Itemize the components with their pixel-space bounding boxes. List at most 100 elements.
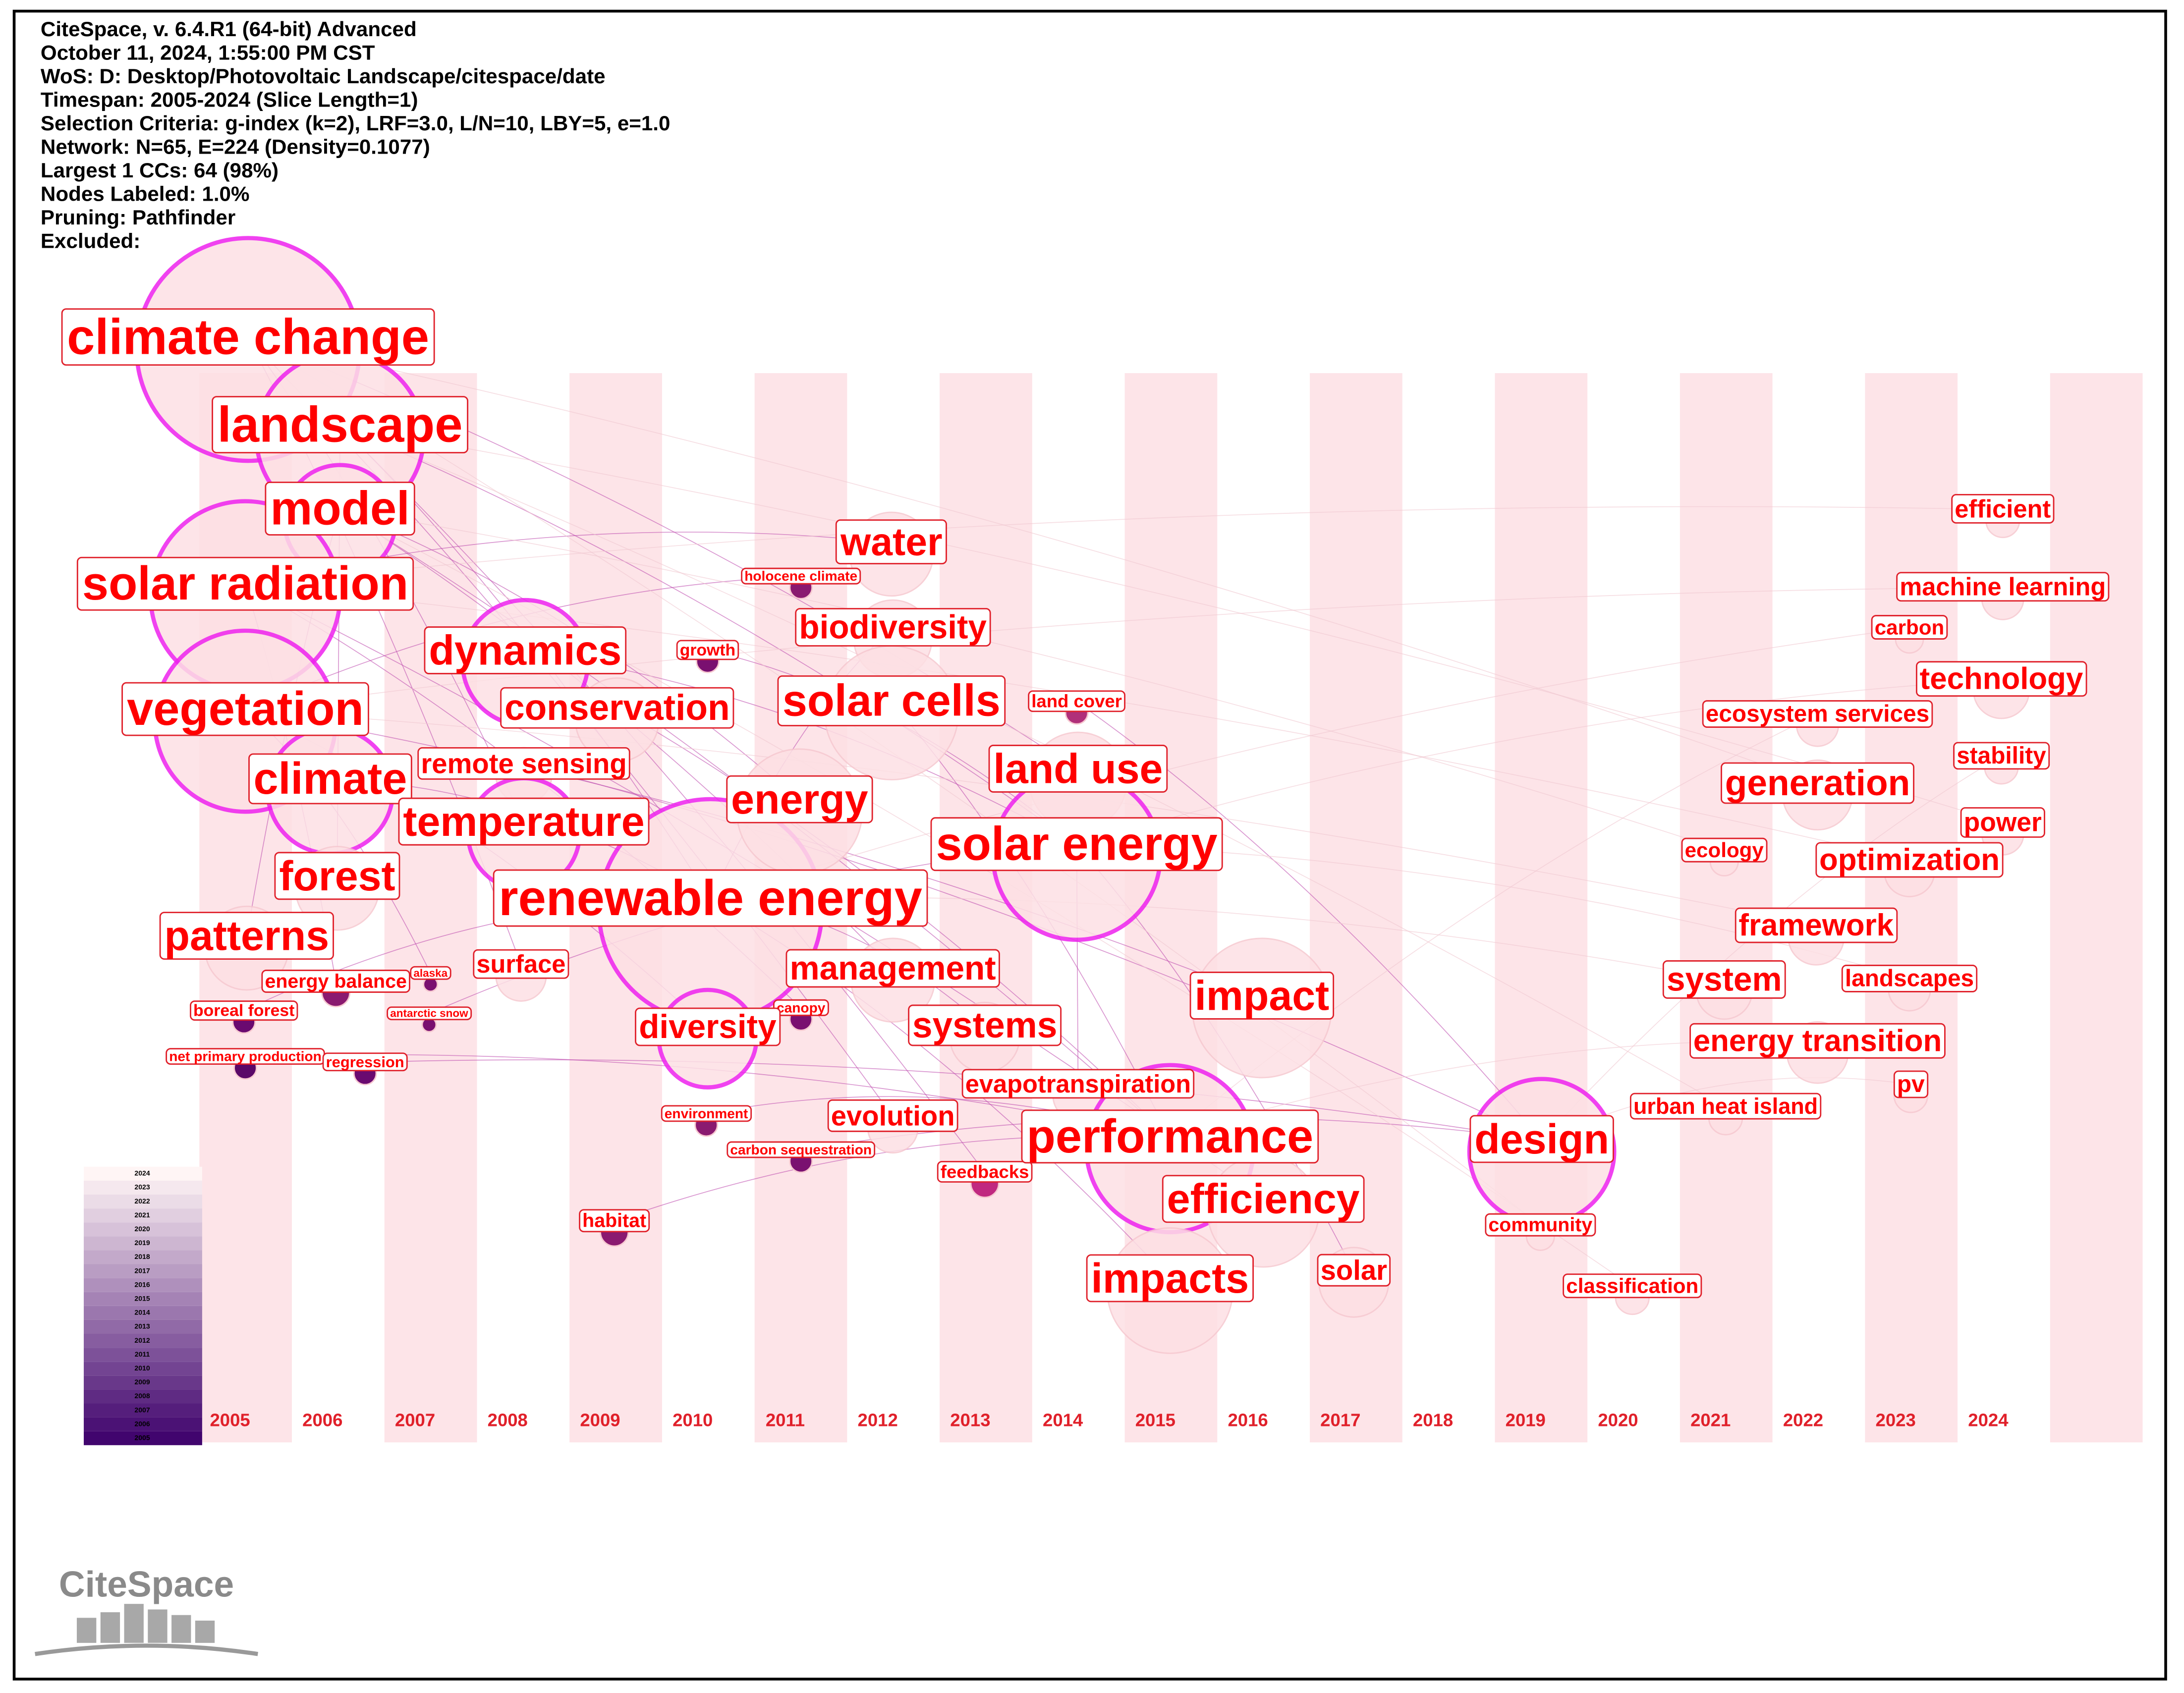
node-label-group: diversity	[635, 1007, 781, 1046]
label-box	[398, 797, 650, 846]
node-label-group: environment	[661, 1105, 752, 1122]
node-label: energy transition	[1693, 1024, 1942, 1058]
node-label-group: dynamics	[424, 626, 627, 674]
node-label-group: land use	[988, 745, 1168, 793]
year-label: 2021	[1690, 1410, 1731, 1430]
label-box	[961, 1069, 1195, 1099]
node-label: ecology	[1685, 838, 1764, 862]
label-box	[1960, 807, 2045, 838]
node-label: evapotranspiration	[965, 1070, 1191, 1098]
node-label-group: power	[1960, 807, 2045, 838]
label-box	[1469, 1115, 1614, 1163]
node-label-group: vegetation	[121, 682, 369, 736]
node-label-group: optimization	[1815, 842, 2004, 878]
year-label: 2023	[1876, 1410, 1916, 1430]
legend-year: 2010	[134, 1364, 150, 1372]
node-label-group: holocene climate	[741, 567, 861, 585]
label-box	[473, 949, 569, 979]
node-label: regression	[326, 1053, 404, 1071]
label-box	[661, 1105, 752, 1122]
year-label: 2008	[488, 1410, 528, 1430]
label-box	[121, 682, 369, 736]
node-label: forest	[279, 853, 395, 899]
label-box	[248, 753, 412, 805]
label-box	[493, 869, 928, 927]
label-box	[159, 912, 334, 960]
node-label-group: model	[265, 482, 415, 536]
year-label: 2013	[950, 1410, 990, 1430]
node-label: climate	[253, 754, 407, 804]
label-box	[261, 970, 410, 993]
legend-year: 2023	[134, 1183, 150, 1191]
legend-year: 2018	[134, 1253, 150, 1260]
label-box	[1896, 572, 2110, 602]
node-label: vegetation	[127, 683, 364, 735]
edge	[339, 426, 2003, 823]
year-label: 2006	[302, 1410, 342, 1430]
logo-bar	[195, 1620, 215, 1643]
year-label: 2007	[395, 1410, 435, 1430]
node-label-group: ecosystem services	[1702, 700, 1933, 728]
logo-bar	[76, 1618, 97, 1643]
label-box	[424, 626, 627, 674]
node-label-group: energy	[726, 775, 873, 823]
node-label: land use	[993, 745, 1163, 792]
labels: climate change landscape model solar radiat…	[61, 308, 2110, 1303]
node-label-group: temperature	[398, 797, 650, 846]
node-label-group: boreal forest	[190, 1000, 298, 1021]
label-box	[322, 1052, 408, 1072]
node-label-group: carbon sequestration	[727, 1141, 876, 1158]
label-box	[908, 1004, 1062, 1046]
legend-year: 2022	[134, 1197, 150, 1205]
label-box	[417, 747, 630, 780]
node-label-group: net primary production	[166, 1048, 325, 1065]
node-label: model	[270, 482, 409, 535]
legend-year: 2024	[134, 1169, 150, 1177]
label-box	[1735, 907, 1898, 943]
node-label-group: remote sensing	[417, 747, 630, 780]
node-label-group: stability	[1953, 742, 2050, 770]
label-box	[937, 1161, 1033, 1183]
node-label: impacts	[1091, 1255, 1249, 1302]
node-label: optimization	[1819, 843, 2000, 877]
node-label-group: efficient	[1951, 493, 2055, 524]
label-box	[835, 519, 947, 565]
node-label: renewable energy	[499, 870, 922, 926]
legend-year: 2020	[134, 1225, 150, 1233]
label-box	[795, 608, 991, 647]
node-label: pv	[1897, 1071, 1925, 1097]
node-label: solar energy	[936, 818, 1218, 871]
year-label: 2022	[1783, 1410, 1823, 1430]
node-label: urban heat island	[1633, 1093, 1818, 1119]
legend-swatch	[84, 1166, 202, 1181]
node-label-group: machine learning	[1896, 572, 2110, 602]
label-box	[827, 1099, 958, 1132]
label-box	[676, 640, 739, 660]
label-box	[1953, 742, 2050, 770]
year-label: 2024	[1968, 1410, 2009, 1430]
node-label: framework	[1738, 908, 1894, 942]
node-label-group: renewable energy	[493, 869, 928, 927]
legend-year: 2019	[134, 1239, 150, 1247]
legend-year: 2009	[134, 1378, 150, 1386]
node-label: solar cells	[783, 676, 1001, 726]
year-label: 2016	[1228, 1410, 1268, 1430]
node-label: feedbacks	[941, 1162, 1029, 1182]
node-label-group: systems	[908, 1004, 1062, 1046]
node-label-group: biodiversity	[795, 608, 991, 647]
node-label-group: habitat	[579, 1209, 650, 1233]
edge	[248, 338, 1818, 784]
node-label-group: efficiency	[1162, 1175, 1365, 1223]
node-label: systems	[912, 1005, 1057, 1045]
node-label: antarctic snow	[390, 1007, 468, 1020]
label-box	[777, 675, 1006, 726]
legend-swatch	[84, 1222, 202, 1237]
label-box	[988, 745, 1168, 793]
legend-year: 2014	[134, 1309, 150, 1316]
year-label: 2018	[1413, 1410, 1453, 1430]
label-box	[410, 966, 451, 980]
label-box	[1086, 1254, 1254, 1303]
header-line: Selection Criteria: g-index (k=2), LRF=3…	[41, 111, 671, 135]
year-label: 2014	[1043, 1410, 1083, 1430]
node-label: water	[840, 520, 943, 564]
